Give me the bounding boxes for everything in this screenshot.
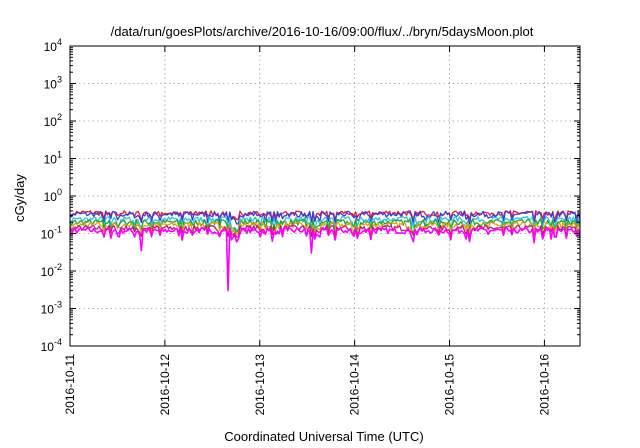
x-tick-label: 2016-10-15 xyxy=(443,354,457,416)
series-line xyxy=(69,210,581,225)
grid xyxy=(70,46,580,346)
axes: 10-4 10-3 10-2 10-1 100 101 102 103 104 2016-10-1… xyxy=(41,37,580,415)
series-group xyxy=(69,210,581,292)
y-tick-label: 10-1 xyxy=(41,225,62,242)
y-tick-label: 10-3 xyxy=(41,300,62,317)
y-tick-label: 102 xyxy=(44,112,62,129)
y-tick-label: 10-4 xyxy=(41,337,62,354)
x-tick-label: 2016-10-12 xyxy=(158,354,172,416)
x-tick-label: 2016-10-11 xyxy=(63,354,77,415)
y-tick-label: 100 xyxy=(44,187,62,204)
x-tick-label: 2016-10-16 xyxy=(537,354,551,416)
x-axis-label: Coordinated Universal Time (UTC) xyxy=(224,429,423,444)
y-axis-label: cGy/day xyxy=(12,174,27,222)
y-tick-label: 104 xyxy=(44,37,62,54)
y-tick-label: 103 xyxy=(44,75,62,92)
series-line xyxy=(69,221,581,236)
series-line xyxy=(69,218,581,235)
x-tick-label: 2016-10-14 xyxy=(348,354,362,416)
series-line xyxy=(69,215,581,232)
x-tick-label: 2016-10-13 xyxy=(253,354,267,416)
chart-title: /data/run/goesPlots/archive/2016-10-16/0… xyxy=(111,24,534,39)
series-line xyxy=(69,227,581,292)
y-tick-label: 10-2 xyxy=(41,262,62,279)
y-tick-label: 101 xyxy=(44,150,62,167)
